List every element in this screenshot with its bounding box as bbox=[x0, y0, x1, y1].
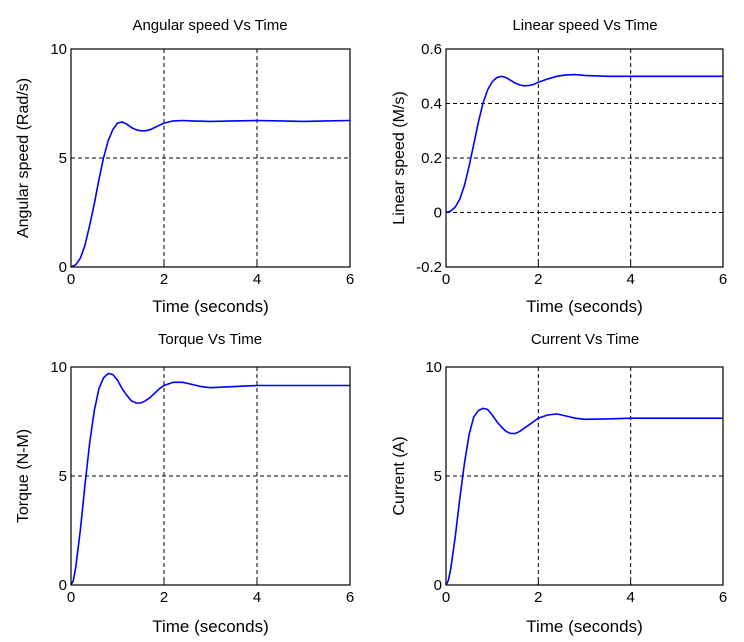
plot-frame bbox=[70, 366, 351, 586]
chart-title: Current Vs Time bbox=[531, 331, 639, 348]
y-axis-label: Torque (N-M) bbox=[15, 429, 32, 523]
series-line-1 bbox=[445, 73, 723, 214]
x-tick-label: 4 bbox=[253, 271, 261, 288]
y-tick-label: 10 bbox=[425, 359, 442, 376]
plot-frame bbox=[70, 48, 351, 268]
x-tick-label: 2 bbox=[160, 271, 168, 288]
y-axis-label: Linear speed (M/s) bbox=[391, 91, 408, 224]
x-axis-label: Time (seconds) bbox=[152, 297, 269, 316]
y-tick-label: 5 bbox=[59, 150, 67, 167]
x-axis-label: Time (seconds) bbox=[152, 617, 269, 636]
y-tick-label: 0 bbox=[434, 577, 442, 594]
plot-frame bbox=[445, 366, 724, 586]
y-tick-label: 10 bbox=[50, 359, 67, 376]
chart-panel-1: Angular speed Vs Time 0 2 4 6 0 5 10 Time (secon… bbox=[15, 17, 354, 316]
series-line-1 bbox=[445, 407, 723, 586]
y-axis-label: Angular speed (Rad/s) bbox=[15, 78, 32, 238]
x-tick-label: 2 bbox=[160, 589, 168, 606]
y-axis-label: Current (A) bbox=[391, 436, 408, 515]
x-tick-label: 0 bbox=[442, 589, 450, 606]
x-axis-label: Time (seconds) bbox=[526, 297, 643, 316]
y-tick-label: -0.2 bbox=[416, 259, 442, 276]
x-tick-label: 6 bbox=[719, 589, 727, 606]
y-tick-label: 5 bbox=[59, 468, 67, 485]
chart-title: Linear speed Vs Time bbox=[512, 17, 657, 34]
series-line-1 bbox=[70, 119, 351, 268]
series-line-1 bbox=[70, 372, 350, 586]
x-tick-label: 2 bbox=[534, 271, 542, 288]
chart-panel-4: Current Vs Time 0 2 4 6 0 5 10 Time (seconds) Cur… bbox=[391, 331, 727, 636]
x-tick-label: 6 bbox=[719, 271, 727, 288]
x-tick-label: 6 bbox=[346, 589, 354, 606]
x-tick-label: 0 bbox=[67, 271, 75, 288]
x-tick-label: 4 bbox=[626, 271, 634, 288]
chart-panel-3: Torque Vs Time 0 2 4 6 0 5 10 Time (seconds) Torq… bbox=[15, 331, 354, 636]
y-tick-label: 5 bbox=[434, 468, 442, 485]
chart-title: Torque Vs Time bbox=[158, 331, 262, 348]
y-tick-label: 0.2 bbox=[421, 150, 442, 167]
y-tick-label: 0 bbox=[59, 577, 67, 594]
x-tick-label: 4 bbox=[253, 589, 261, 606]
x-tick-label: 0 bbox=[67, 589, 75, 606]
x-tick-label: 0 bbox=[442, 271, 450, 288]
chart-title: Angular speed Vs Time bbox=[132, 17, 287, 34]
x-tick-label: 4 bbox=[626, 589, 634, 606]
y-tick-label: 0 bbox=[434, 205, 442, 222]
y-tick-label: 0 bbox=[59, 259, 67, 276]
y-tick-label: 0.6 bbox=[421, 41, 442, 58]
y-tick-label: 0.4 bbox=[421, 96, 442, 113]
y-tick-label: 10 bbox=[50, 41, 67, 58]
plot-frame bbox=[445, 48, 724, 268]
x-tick-label: 2 bbox=[534, 589, 542, 606]
x-axis-label: Time (seconds) bbox=[526, 617, 643, 636]
x-tick-label: 6 bbox=[346, 271, 354, 288]
